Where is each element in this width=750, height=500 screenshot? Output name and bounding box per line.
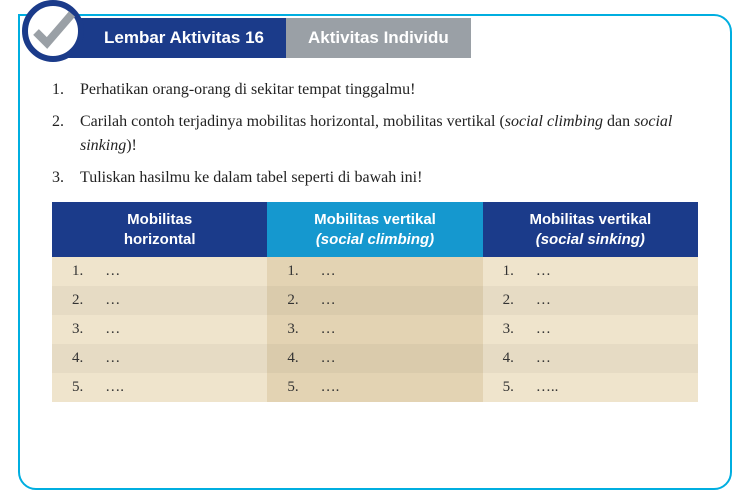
row-number: 3. bbox=[72, 321, 94, 338]
table-row: 3. …3. …3. … bbox=[52, 315, 698, 344]
table-cell: 5. ….. bbox=[483, 373, 698, 402]
table-row: 5. ….5. ….5. ….. bbox=[52, 373, 698, 402]
cell-value: … bbox=[94, 350, 120, 366]
instruction-text: Carilah contoh terjadinya mobilitas hori… bbox=[80, 113, 505, 130]
column-header-line1: Mobilitas bbox=[58, 210, 261, 230]
mobility-table: MobilitashorizontalMobilitas vertikal(so… bbox=[52, 202, 698, 402]
table-cell: 5. …. bbox=[267, 373, 482, 402]
table-cell: 2. … bbox=[267, 286, 482, 315]
row-number: 1. bbox=[287, 263, 309, 280]
instruction-italic: social climbing bbox=[505, 113, 603, 130]
instruction-text: Perhatikan orang-orang di sekitar tempat… bbox=[80, 81, 415, 98]
instruction-text: dan bbox=[603, 113, 634, 130]
table-cell: 4. … bbox=[267, 344, 482, 373]
cell-value: …. bbox=[309, 379, 339, 395]
table-cell: 1. … bbox=[483, 257, 698, 286]
row-number: 4. bbox=[287, 350, 309, 367]
table-head: MobilitashorizontalMobilitas vertikal(so… bbox=[52, 202, 698, 257]
row-number: 2. bbox=[503, 292, 525, 309]
cell-value: …. bbox=[94, 379, 124, 395]
cell-value: ….. bbox=[525, 379, 559, 395]
table-cell: 5. …. bbox=[52, 373, 267, 402]
table-header-row: MobilitashorizontalMobilitas vertikal(so… bbox=[52, 202, 698, 257]
column-header-line2: (social sinking) bbox=[489, 230, 692, 250]
table-body: 1. …1. …1. …2. …2. …2. …3. …3. …3. …4. …… bbox=[52, 257, 698, 402]
table-cell: 3. … bbox=[483, 315, 698, 344]
check-icon bbox=[30, 8, 76, 54]
row-number: 4. bbox=[72, 350, 94, 367]
instruction-item: Carilah contoh terjadinya mobilitas hori… bbox=[52, 110, 698, 158]
check-badge bbox=[22, 0, 84, 62]
cell-value: … bbox=[525, 350, 551, 366]
instruction-item: Tuliskan hasilmu ke dalam tabel seperti … bbox=[52, 166, 698, 190]
table-cell: 2. … bbox=[52, 286, 267, 315]
cell-value: … bbox=[309, 321, 335, 337]
cell-value: … bbox=[94, 321, 120, 337]
row-number: 2. bbox=[287, 292, 309, 309]
table-column-header: Mobilitas vertikal(social climbing) bbox=[267, 202, 482, 257]
header-title-right: Aktivitas Individu bbox=[286, 18, 471, 58]
activity-header: Lembar Aktivitas 16 Aktivitas Individu bbox=[46, 18, 471, 58]
row-number: 5. bbox=[72, 379, 94, 396]
instruction-item: Perhatikan orang-orang di sekitar tempat… bbox=[52, 78, 698, 102]
table-row: 1. …1. …1. … bbox=[52, 257, 698, 286]
column-header-line1: Mobilitas vertikal bbox=[273, 210, 476, 230]
row-number: 1. bbox=[72, 263, 94, 280]
column-header-line2: (social climbing) bbox=[273, 230, 476, 250]
cell-value: … bbox=[94, 292, 120, 308]
table-cell: 4. … bbox=[483, 344, 698, 373]
table-cell: 1. … bbox=[267, 257, 482, 286]
row-number: 5. bbox=[287, 379, 309, 396]
cell-value: … bbox=[94, 263, 120, 279]
cell-value: … bbox=[309, 263, 335, 279]
table-cell: 3. … bbox=[267, 315, 482, 344]
table-cell: 1. … bbox=[52, 257, 267, 286]
table-row: 2. …2. …2. … bbox=[52, 286, 698, 315]
table-cell: 2. … bbox=[483, 286, 698, 315]
column-header-line2: horizontal bbox=[58, 230, 261, 250]
table-cell: 3. … bbox=[52, 315, 267, 344]
row-number: 3. bbox=[503, 321, 525, 338]
table-column-header: Mobilitashorizontal bbox=[52, 202, 267, 257]
activity-card: Perhatikan orang-orang di sekitar tempat… bbox=[18, 14, 732, 490]
row-number: 4. bbox=[503, 350, 525, 367]
cell-value: … bbox=[525, 292, 551, 308]
instruction-list: Perhatikan orang-orang di sekitar tempat… bbox=[52, 78, 698, 190]
row-number: 2. bbox=[72, 292, 94, 309]
cell-value: … bbox=[309, 292, 335, 308]
instruction-text: Tuliskan hasilmu ke dalam tabel seperti … bbox=[80, 169, 422, 186]
table-column-header: Mobilitas vertikal(social sinking) bbox=[483, 202, 698, 257]
row-number: 1. bbox=[503, 263, 525, 280]
table-row: 4. …4. …4. … bbox=[52, 344, 698, 373]
cell-value: … bbox=[309, 350, 335, 366]
table-cell: 4. … bbox=[52, 344, 267, 373]
instruction-text: )! bbox=[126, 137, 137, 154]
column-header-line1: Mobilitas vertikal bbox=[489, 210, 692, 230]
cell-value: … bbox=[525, 321, 551, 337]
row-number: 3. bbox=[287, 321, 309, 338]
cell-value: … bbox=[525, 263, 551, 279]
row-number: 5. bbox=[503, 379, 525, 396]
